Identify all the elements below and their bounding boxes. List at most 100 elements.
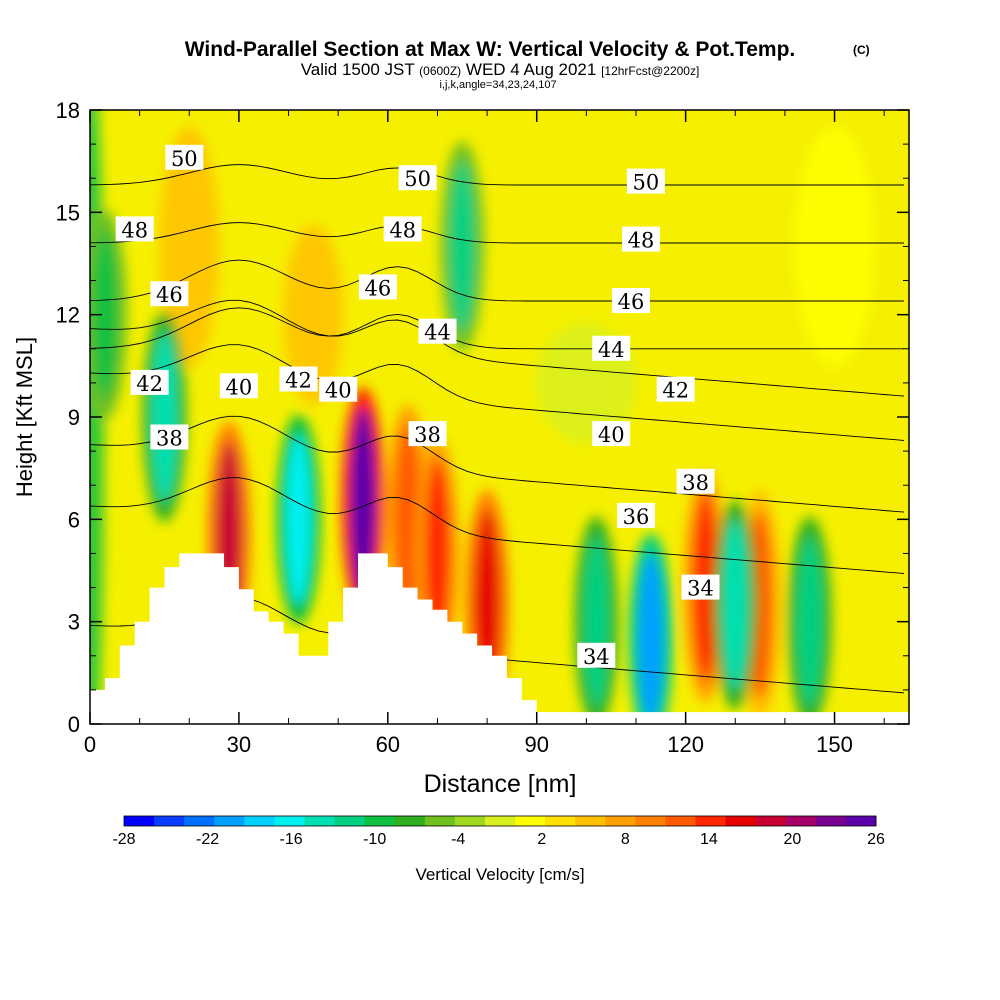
colorbar-swatch xyxy=(545,816,576,826)
colorbar-swatch xyxy=(575,816,606,826)
colorbar-tick-label: -10 xyxy=(363,831,386,848)
y-tick-label: 6 xyxy=(68,507,80,532)
isentrope-label-text: 48 xyxy=(628,229,655,253)
isentrope-label-text: 40 xyxy=(226,375,253,399)
isentrope-label: 36 xyxy=(617,502,655,529)
colorbar-tick-label: 14 xyxy=(700,831,718,848)
colorbar-swatch xyxy=(244,816,275,826)
colorbar: -28 -22 -16 -10 -4 2 8 14 20 26 xyxy=(112,815,885,848)
isentrope-label: 42 xyxy=(130,369,169,396)
isentrope-label-text: 50 xyxy=(171,147,198,171)
isentrope-label: 40 xyxy=(219,373,258,399)
isentrope-48 xyxy=(90,222,904,244)
isentrope-38 xyxy=(90,415,905,513)
isentrope-label-text: 48 xyxy=(389,218,416,242)
colorbar-swatch xyxy=(364,816,396,826)
isentrope-label: 42 xyxy=(279,366,318,393)
isentrope-label: 48 xyxy=(622,226,660,253)
colorbar-tick-label: 20 xyxy=(784,831,802,848)
colorbar-swatch xyxy=(394,816,426,826)
velocity-downdraft xyxy=(91,229,118,400)
isentrope-label-text: 40 xyxy=(598,423,625,447)
colorbar-swatch xyxy=(755,816,787,826)
colorbar-swatch xyxy=(124,816,155,826)
isentrope-label-text: 44 xyxy=(424,321,451,345)
isentrope-label-text: 46 xyxy=(156,283,183,307)
colorbar-tick-label: -22 xyxy=(196,831,219,848)
isentrope-label-text: 48 xyxy=(121,218,148,242)
velocity-downdraft xyxy=(637,553,664,724)
colorbar-swatch xyxy=(785,816,817,826)
x-tick-label: 150 xyxy=(816,732,853,757)
isentrope-label: 46 xyxy=(612,288,650,314)
colorbar-tick-label: 26 xyxy=(867,831,885,848)
isentrope-label: 44 xyxy=(418,318,457,345)
isentrope-label-text: 42 xyxy=(136,372,163,396)
isentrope-label: 34 xyxy=(577,642,616,669)
isentrope-46 xyxy=(90,259,904,302)
isentrope-label: 50 xyxy=(398,165,437,191)
y-tick-label: 3 xyxy=(68,610,80,635)
isentrope-label: 50 xyxy=(626,168,665,195)
colorbar-swatch xyxy=(695,816,727,826)
colorbar-swatch xyxy=(815,816,847,826)
isentrope-label-text: 34 xyxy=(687,577,714,601)
colorbar-tick-label: 8 xyxy=(621,831,630,848)
isentrope-label-text: 42 xyxy=(662,379,689,403)
colorbar-swatch xyxy=(214,816,245,826)
isentrope-label-text: 38 xyxy=(156,427,183,451)
isentrope-label: 48 xyxy=(115,216,154,242)
valid-time: Valid 1500 JST xyxy=(301,60,415,79)
isentrope-label-text: 46 xyxy=(365,276,392,300)
valid-date: WED 4 Aug 2021 xyxy=(466,60,596,79)
y-tick-label: 0 xyxy=(68,712,80,737)
velocity-downdraft xyxy=(583,536,610,707)
y-tick-label: 12 xyxy=(56,303,80,328)
velocity-downdraft xyxy=(151,332,178,502)
colorbar-swatch xyxy=(424,816,456,826)
colorbar-tick-label: 2 xyxy=(537,831,546,848)
isentrope-label-text: 44 xyxy=(598,338,625,362)
field-band xyxy=(283,224,344,405)
y-tick-label: 18 xyxy=(56,98,80,123)
velocity-updraft xyxy=(350,407,376,598)
colorbar-swatch xyxy=(304,816,336,826)
y-tick-label: 15 xyxy=(56,200,80,225)
forecast-info: [12hrFcst@2200z] xyxy=(601,64,699,78)
copyright-mark: (C) xyxy=(853,43,870,57)
colorbar-swatch xyxy=(725,816,757,826)
x-axis-label: Distance [nm] xyxy=(424,770,577,798)
isentrope-label-text: 40 xyxy=(325,379,352,403)
isentrope-label: 48 xyxy=(383,216,422,242)
colorbar-swatch xyxy=(665,816,697,826)
isentrope-label: 50 xyxy=(165,144,204,171)
grid-indices: i,j,k,angle=34,23,24,107 xyxy=(439,79,556,91)
chart-title: Wind-Parallel Section at Max W: Vertical… xyxy=(185,38,796,61)
isentrope-label-text: 50 xyxy=(404,167,431,191)
velocity-downdraft xyxy=(796,536,823,707)
colorbar-swatch xyxy=(635,816,666,826)
colorbar-tick-label: -4 xyxy=(451,831,465,848)
isentrope-label: 44 xyxy=(592,335,631,362)
velocity-downdraft xyxy=(285,434,312,605)
isentrope-50 xyxy=(90,164,904,186)
y-tick-label: 9 xyxy=(68,405,80,430)
isentrope-label-text: 42 xyxy=(285,369,312,393)
colorbar-swatch xyxy=(515,816,546,826)
colorbar-swatch xyxy=(334,816,366,826)
valid-utc: (0600Z) xyxy=(419,64,461,78)
isentrope-label: 34 xyxy=(681,574,720,601)
isentrope-label: 42 xyxy=(656,376,695,403)
colorbar-tick-label: -16 xyxy=(280,831,303,848)
x-axis: 0 30 60 90 120 150 xyxy=(84,110,885,757)
x-tick-label: 0 xyxy=(84,732,96,757)
velocity-downdraft xyxy=(449,161,476,332)
isentrope-label: 40 xyxy=(319,376,358,403)
isentrope-label: 40 xyxy=(592,421,631,447)
x-tick-label: 60 xyxy=(376,732,400,757)
isentrope-label: 38 xyxy=(676,468,715,495)
colorbar-tick-label: -28 xyxy=(112,831,135,848)
isentrope-label-text: 50 xyxy=(633,171,660,195)
